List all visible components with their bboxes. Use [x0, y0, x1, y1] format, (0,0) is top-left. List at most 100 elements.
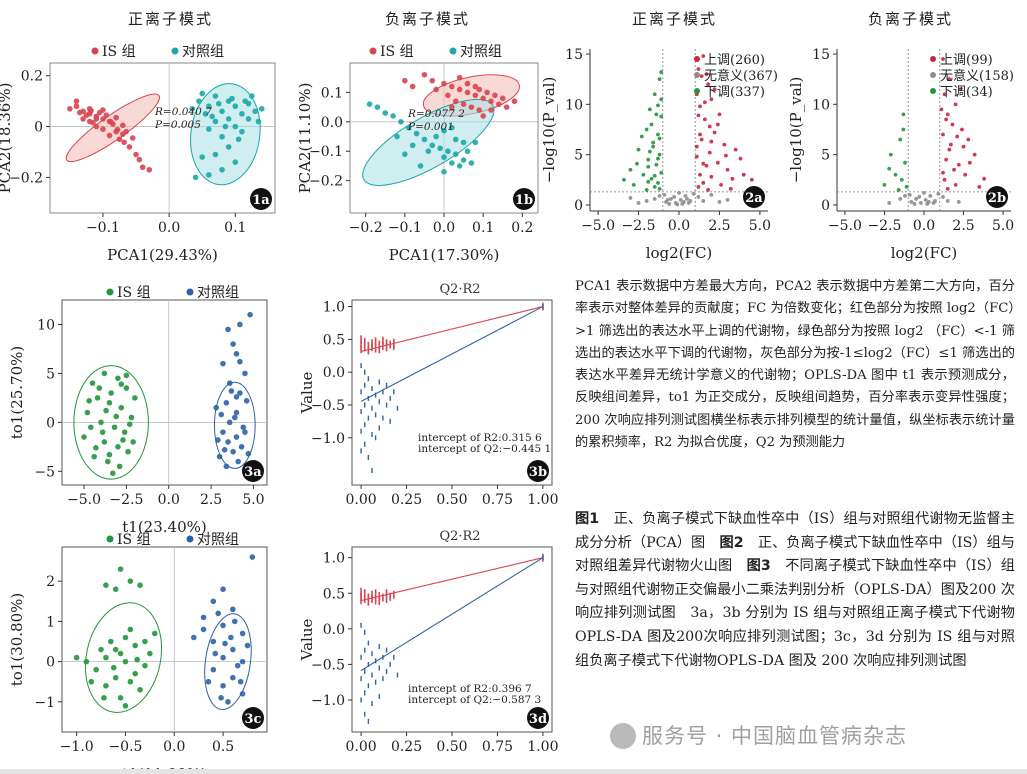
legend-label: 下调(337) — [704, 85, 765, 100]
data-point — [636, 147, 641, 152]
data-point — [125, 448, 131, 455]
regression-line-r2 — [360, 557, 544, 602]
data-point — [696, 67, 701, 72]
panel-1a: −0.1 0.0 0.1 −0.2 0 0.2 PCA1(29.43%) PCA2(18.36… — [0, 35, 290, 270]
data-point — [255, 118, 262, 125]
data-point — [652, 92, 657, 97]
x-tick-label: 0.0 — [158, 220, 180, 236]
data-point — [367, 683, 370, 689]
data-point — [367, 640, 370, 646]
data-point — [220, 586, 226, 593]
data-point — [382, 336, 384, 345]
data-point — [899, 177, 904, 182]
data-point — [641, 172, 646, 177]
data-point — [717, 112, 722, 117]
data-point — [93, 123, 100, 130]
data-point — [189, 105, 196, 112]
data-point — [686, 201, 691, 205]
data-point — [374, 596, 377, 605]
data-point — [137, 582, 143, 589]
data-point — [363, 343, 366, 352]
data-point — [111, 424, 118, 431]
data-point — [389, 340, 391, 349]
data-point — [237, 321, 243, 328]
x-tick-label: 0.50 — [436, 492, 467, 508]
legend-label: IS 组 — [102, 44, 136, 60]
confidence-ellipse — [204, 613, 252, 711]
data-point — [701, 180, 706, 185]
data-point — [364, 369, 366, 375]
data-point — [542, 555, 544, 561]
data-point — [137, 686, 143, 693]
x-tick-label: 5.0 — [749, 218, 771, 234]
data-point — [122, 634, 129, 641]
data-point — [374, 337, 377, 346]
data-point — [441, 154, 447, 160]
data-point — [360, 389, 362, 395]
data-point — [364, 690, 366, 696]
legend-marker — [694, 72, 700, 78]
data-point — [652, 173, 657, 178]
data-point — [417, 163, 424, 169]
data-point — [225, 699, 231, 705]
legend-label: 对照组 — [197, 285, 239, 301]
data-point — [225, 326, 231, 333]
data-point — [222, 640, 228, 647]
data-point — [398, 119, 404, 125]
data-point — [239, 111, 245, 117]
plot-frame — [49, 62, 276, 214]
data-point — [654, 162, 659, 167]
data-point — [923, 198, 928, 202]
data-point — [476, 86, 483, 93]
legend-label: IS 组 — [380, 44, 414, 60]
data-point — [701, 199, 706, 203]
data-point — [696, 195, 701, 199]
y-tick-label: −1.0 — [311, 431, 345, 447]
data-point — [503, 104, 510, 110]
data-point — [651, 140, 656, 145]
data-point — [433, 86, 439, 93]
data-point — [709, 97, 714, 102]
y-tick-label: 0.0 — [321, 115, 343, 131]
data-point — [139, 164, 146, 171]
plot-frame — [351, 299, 553, 486]
data-point — [647, 149, 652, 154]
data-point — [223, 463, 230, 470]
data-point — [374, 679, 377, 685]
data-point — [704, 163, 709, 168]
data-point — [121, 139, 127, 146]
data-point — [228, 634, 234, 641]
data-point — [888, 152, 893, 157]
data-point — [117, 566, 124, 572]
data-point — [123, 385, 130, 391]
data-point — [103, 112, 110, 118]
data-point — [136, 156, 143, 163]
data-point — [242, 429, 248, 435]
data-point — [86, 398, 92, 404]
data-point — [363, 594, 366, 603]
data-point — [382, 676, 384, 682]
data-point — [360, 676, 362, 682]
data-point — [472, 83, 479, 90]
data-point — [213, 404, 219, 411]
y-tick-label: 1 — [46, 614, 55, 630]
y-axis-label: PCA2(18.36%) — [0, 83, 14, 194]
data-point — [371, 651, 373, 657]
data-point — [232, 103, 239, 110]
x-tick-label: −0.1 — [86, 220, 120, 236]
data-point — [472, 92, 479, 99]
data-point — [367, 718, 370, 724]
data-point — [694, 154, 699, 159]
data-point — [210, 666, 217, 673]
fig1-text: 正、负离子模式下缺血性卒中（IS）组与对照组代谢物无监督主成分分析（PCA）图 — [575, 511, 1015, 551]
data-point — [215, 100, 222, 107]
data-point — [675, 202, 680, 207]
data-point — [947, 77, 952, 82]
data-point — [223, 399, 230, 406]
data-point — [651, 144, 656, 149]
data-point — [129, 135, 136, 141]
panel-badge — [250, 188, 272, 210]
volcano-chart-2b: −5.0 −2.5 0.0 2.5 5.0 0 5 10 15 log2(FC) −log10(P_… — [787, 47, 1014, 262]
data-point — [371, 343, 373, 352]
data-point — [706, 82, 711, 87]
